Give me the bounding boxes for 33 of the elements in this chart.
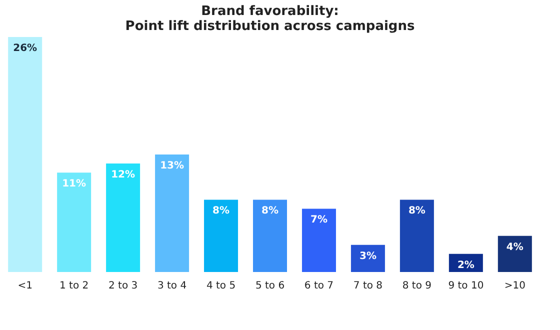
bar (302, 208, 336, 272)
bar (8, 37, 42, 272)
x-tick-label: >10 (504, 280, 526, 292)
bar (57, 172, 92, 272)
bar (253, 200, 287, 272)
bar (106, 164, 140, 272)
data-label: 7% (310, 214, 328, 226)
chart-title: Brand favorability: Point lift distribution across campaigns (125, 4, 415, 34)
x-tick-label: 3 to 4 (157, 280, 187, 292)
x-tick-label: <1 (18, 280, 32, 292)
x-tick-label: 4 to 5 (206, 280, 236, 292)
bar (498, 236, 532, 272)
data-label: 26% (13, 43, 38, 54)
x-tick-label: 2 to 3 (108, 280, 138, 292)
data-label: 2% (457, 260, 474, 271)
data-label: 12% (111, 170, 136, 181)
data-label: 8% (212, 206, 230, 217)
x-tick-label: 8 to 9 (402, 280, 432, 292)
x-tick-label: 6 to 7 (304, 280, 334, 292)
data-label: 4% (506, 242, 524, 253)
data-label: 11% (62, 178, 86, 190)
x-tick-label: 1 to 2 (60, 280, 89, 292)
x-tick-label: 9 to 10 (448, 280, 484, 292)
data-label: 8% (262, 206, 278, 217)
bar (155, 154, 190, 272)
data-label: 13% (160, 160, 184, 172)
bar (350, 244, 385, 272)
x-tick-label: 5 to 6 (255, 280, 285, 292)
bar (400, 200, 434, 272)
data-label: 8% (408, 206, 426, 217)
bar (204, 200, 238, 272)
data-label: 3% (359, 250, 376, 262)
x-tick-label: 7 to 8 (353, 280, 383, 292)
